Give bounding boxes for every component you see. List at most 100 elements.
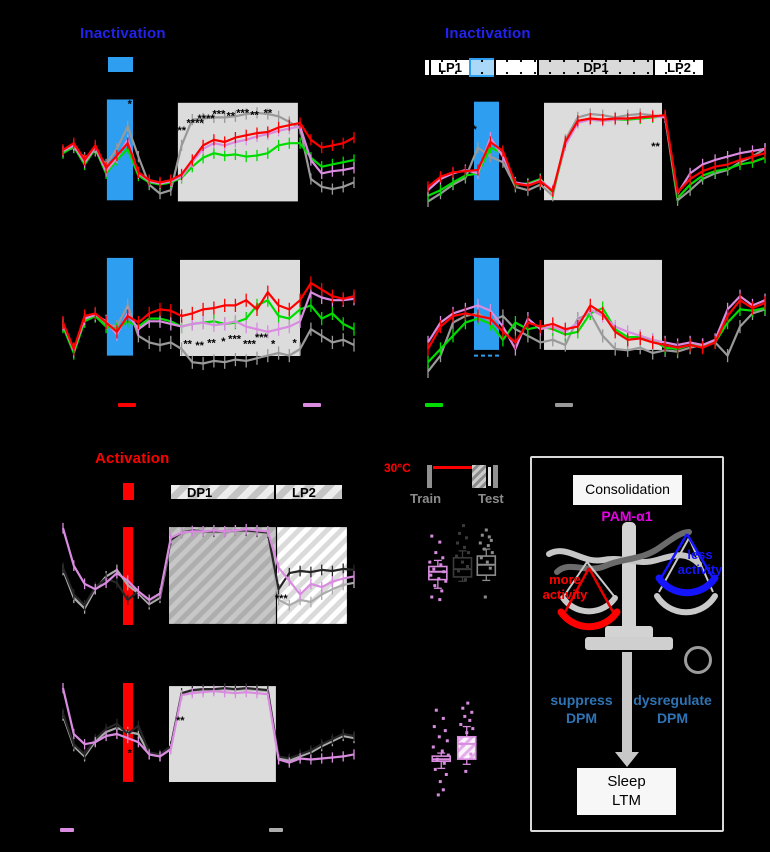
series-violet (61, 683, 355, 768)
data-point (433, 767, 437, 771)
data-point (432, 725, 436, 729)
boxplot-group-violet-hatched (456, 701, 477, 773)
significance-asterisk: ** (183, 339, 192, 351)
data-point (440, 749, 444, 753)
data-point (487, 535, 491, 539)
temperature-label: 30°C (384, 461, 411, 475)
data-point (441, 556, 445, 560)
significance-asterisk: * (95, 131, 100, 143)
significance-asterisk: *** (255, 332, 269, 344)
data-point (436, 793, 440, 797)
data-point (439, 563, 443, 567)
data-point (480, 533, 484, 537)
series-violet (61, 522, 355, 606)
data-point (456, 541, 459, 545)
data-point (430, 534, 434, 538)
timeline-segment (469, 58, 496, 77)
data-point (459, 723, 463, 726)
region-night (180, 259, 300, 356)
train-label: Train (410, 491, 442, 506)
data-point (441, 788, 445, 792)
legend-swatch-violet-bottom (60, 828, 74, 832)
phase-segment-lp2: LP2 (274, 483, 344, 501)
data-point (445, 739, 449, 743)
significance-asterisk: *** (228, 333, 242, 345)
data-point (467, 551, 470, 555)
series-red (427, 293, 766, 356)
data-point (430, 595, 434, 599)
data-point (471, 727, 475, 731)
inactivation-label-left: Inactivation (80, 25, 166, 42)
timeline-segment-label: DP1 (583, 60, 609, 75)
data-point (465, 731, 469, 735)
data-point (428, 560, 432, 564)
boxplot-group-violet (428, 534, 448, 602)
significance-asterisk: **** (198, 113, 216, 125)
model-diagram-panel: Consolidation PAM-α1 more activity (530, 456, 724, 832)
test-gap-icon (488, 467, 491, 486)
series-red (427, 109, 766, 198)
data-point (458, 531, 461, 535)
significance-asterisk: ** (651, 141, 660, 153)
test-grid-icon (472, 465, 486, 488)
timeline-segment-dp1: DP1 (537, 58, 655, 77)
data-point (438, 540, 442, 544)
sleep-timecourse-chart-bottom-left-2: *** (61, 683, 355, 782)
phase-bar: DP1 LP2 (169, 483, 344, 501)
data-point (437, 735, 441, 739)
significance-asterisk: *** (212, 108, 226, 120)
data-point (488, 566, 492, 570)
significance-asterisk: **** (187, 117, 205, 129)
activity-timecourse-chart-mid-left: ** ** ** * *** ******* * (61, 257, 355, 371)
activation-window-chip (123, 483, 134, 500)
significance-asterisk: ** (250, 110, 259, 122)
sleep-timecourse-chart-bottom-left-1: *** (61, 522, 355, 625)
significance-asterisk: * (128, 747, 133, 759)
inactivation-label-right: Inactivation (445, 25, 531, 42)
clock-circle-icon (684, 646, 712, 674)
dysregulate-dpm-label: dysregulate DPM (633, 692, 712, 726)
data-point (463, 714, 467, 718)
significance-asterisk: *** (236, 107, 250, 119)
data-point (446, 753, 450, 757)
timeline-segment-lp1: LP1 (429, 58, 471, 77)
significance-asterisk: ** (178, 125, 187, 137)
data-point (483, 595, 487, 599)
data-point (440, 589, 444, 593)
data-point (443, 729, 447, 733)
sleep-ltm-box: Sleep LTM (577, 768, 676, 815)
significance-asterisk: * (473, 124, 478, 136)
down-arrow-shaft (622, 652, 632, 754)
significance-asterisk: * (292, 337, 297, 349)
data-point (486, 544, 490, 548)
data-point (455, 554, 458, 558)
data-point (461, 560, 464, 564)
region-night (169, 686, 276, 782)
data-point (484, 528, 488, 532)
data-point (485, 560, 489, 564)
data-point (435, 757, 439, 761)
data-point (434, 708, 438, 712)
data-point (431, 745, 435, 749)
suppress-dpm-label: suppress DPM (550, 692, 613, 726)
legend-swatch-gray-bottom (269, 828, 283, 832)
data-point (465, 536, 468, 540)
data-point (442, 570, 446, 574)
less-activity-label: less activity (677, 547, 723, 577)
balance-scale-icon (546, 522, 719, 650)
data-point (462, 524, 465, 528)
data-point (489, 538, 493, 542)
timeline-segment (494, 58, 539, 77)
data-point (466, 701, 470, 705)
data-point (438, 598, 442, 602)
heat-pulse-line (433, 466, 472, 469)
pam-alpha1-label: PAM-α1 (601, 508, 653, 524)
data-point (463, 545, 466, 549)
data-point (468, 718, 472, 722)
region-hatch-dark (169, 527, 276, 624)
data-point (438, 780, 442, 784)
data-point (464, 769, 468, 773)
consolidation-label: Consolidation (585, 481, 670, 498)
performance-boxplot-top (428, 524, 497, 602)
